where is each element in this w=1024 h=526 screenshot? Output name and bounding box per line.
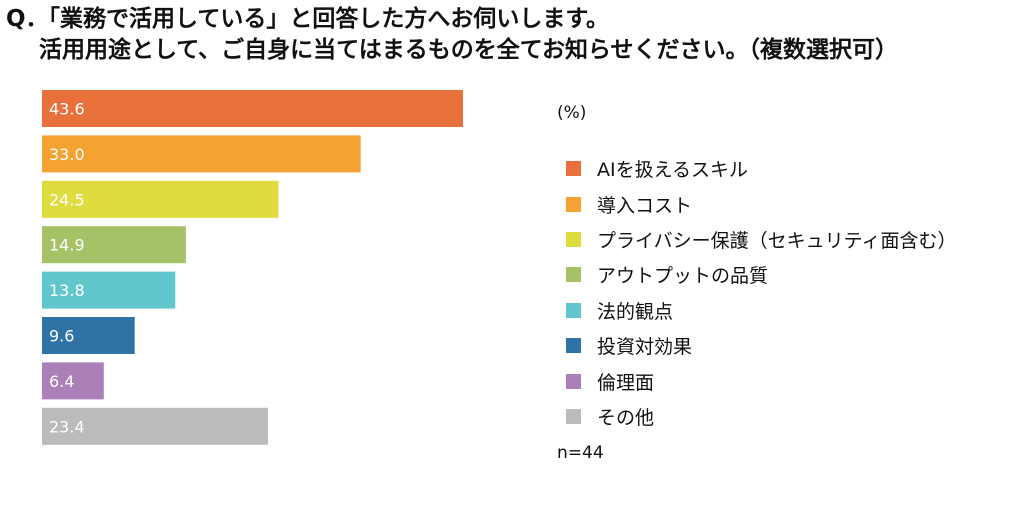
legend-swatch-5	[566, 302, 581, 318]
legend-swatch-7	[566, 373, 581, 389]
legend-item-5: 法的観点	[566, 293, 956, 328]
legend-item-8: その他	[566, 399, 956, 434]
bar-value-label-1: 43.6	[49, 100, 85, 119]
bar-value-label-7: 6.4	[49, 372, 74, 391]
legend-item-6: 投資対効果	[566, 328, 956, 363]
question-line-1: Q．「業務で活用している」と回答した方へお伺いします。	[6, 6, 610, 32]
legend-label-4: アウトプットの品質	[597, 265, 769, 288]
question-title: Q．「業務で活用している」と回答した方へお伺いします。 活用用途として、ご自身に…	[6, 4, 1016, 66]
legend-swatch-6	[566, 338, 581, 354]
legend-swatch-8	[566, 408, 581, 424]
unit-label: (%)	[557, 103, 587, 123]
legend-item-4: アウトプットの品質	[566, 257, 956, 292]
bar-6	[42, 317, 135, 354]
legend-item-3: プライバシー保護（セキュリティ面含む）	[566, 222, 956, 257]
bar-value-label-5: 13.8	[49, 281, 85, 300]
legend-label-2: 導入コスト	[597, 194, 693, 217]
bar-5	[42, 271, 176, 309]
legend-label-5: 法的観点	[597, 300, 674, 323]
bar-7	[42, 362, 104, 400]
legend-label-7: 倫理面	[597, 371, 655, 394]
legend-swatch-4	[566, 267, 581, 283]
legend-label-6: 投資対効果	[597, 336, 693, 359]
legend: AIを扱えるスキル 導入コストプライバシー保護（セキュリティ面含む） アウトプットの…	[566, 151, 956, 434]
bar-1	[42, 90, 463, 127]
legend-label-3: プライバシー保護（セキュリティ面含む）	[597, 229, 957, 252]
bar-value-label-4: 14.9	[49, 236, 85, 255]
bar-value-label-8: 23.4	[49, 417, 85, 436]
legend-swatch-2	[566, 196, 581, 212]
legend-label-1: AIを扱えるスキル	[597, 159, 749, 182]
bar-value-label-2: 33.0	[49, 145, 85, 164]
legend-item-1: AIを扱えるスキル	[566, 151, 956, 186]
bar-4	[42, 226, 186, 264]
sample-size-note: n=44	[557, 443, 604, 463]
bar-8	[42, 407, 268, 445]
legend-label-8: その他	[597, 406, 655, 429]
bar-value-label-6: 9.6	[49, 327, 74, 346]
legend-item-2: 導入コスト	[566, 186, 956, 221]
bar-value-label-3: 24.5	[49, 190, 85, 209]
question-line-2: 活用用途として、ご自身に当てはまるものを全てお知らせください。（複数選択可）	[39, 37, 899, 63]
bar-2	[42, 135, 361, 173]
bar-3	[42, 180, 279, 218]
legend-item-7: 倫理面	[566, 363, 956, 398]
legend-swatch-3	[566, 231, 581, 247]
legend-swatch-1	[566, 161, 581, 177]
